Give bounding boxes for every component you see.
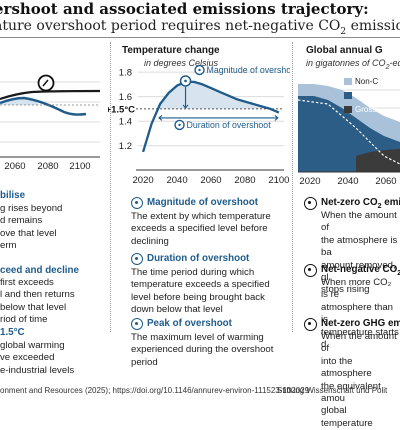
legend-swatch-gross-co2 bbox=[344, 92, 352, 99]
overshoot-area bbox=[157, 81, 279, 109]
net-zero-ghg-icon bbox=[304, 318, 317, 331]
y-tick-label: 1.2 bbox=[119, 141, 132, 152]
right-x-tick: 2040 bbox=[337, 176, 358, 187]
gross-removal-area bbox=[356, 149, 400, 172]
x-tick-label: 2020 bbox=[133, 175, 154, 186]
emissions-chart: Non-C Gross Gross 2020 2040 2060 bbox=[297, 77, 400, 187]
peak-icon bbox=[131, 318, 143, 330]
left-chart: 2060 2080 2100 bbox=[0, 74, 100, 172]
peak-marker-dot bbox=[184, 79, 187, 83]
y-tick-label: 1.8 bbox=[119, 68, 132, 79]
definition-text: The time period during which temperature … bbox=[131, 267, 270, 316]
left-text-2: first exceeds l and then returns below th… bbox=[0, 277, 75, 326]
y-tick-label: 1.4 bbox=[119, 117, 132, 128]
definition-text: The maximum level of warming experienced … bbox=[131, 332, 274, 368]
right-text-2: When more CO₂ is re atmosphere than is tem… bbox=[321, 277, 399, 351]
left-x-tick: 2080 bbox=[37, 161, 58, 172]
legend-label: Non-C bbox=[355, 77, 378, 86]
left-x-tick: 2060 bbox=[4, 161, 25, 172]
center-chart-subheading: in degrees Celsius bbox=[144, 58, 219, 68]
x-tick-label: 2060 bbox=[200, 175, 221, 186]
left-heading-2: ceed and decline bbox=[0, 265, 79, 276]
duration-arrowhead-right bbox=[274, 115, 279, 121]
right-x-tick: 2060 bbox=[375, 176, 396, 187]
legend-swatch-gross-removal bbox=[344, 106, 352, 113]
right-heading-3: Net-zero GHG emis bbox=[321, 318, 400, 329]
title-rule bbox=[0, 37, 400, 38]
duration-icon bbox=[131, 253, 143, 265]
left-x-tick: 2100 bbox=[69, 161, 90, 172]
definition-title: Peak of overshoot bbox=[147, 318, 232, 329]
net-negative-co2-icon bbox=[304, 264, 317, 277]
magnitude-icon bbox=[131, 197, 143, 209]
center-chart-heading: Temperature change bbox=[122, 45, 220, 56]
y-tick-label: 1.6 bbox=[119, 92, 132, 103]
duration-arrowhead-left bbox=[158, 115, 163, 121]
right-x-tick: 2020 bbox=[299, 176, 320, 187]
left-text-3: global warming ve exceeded e-industrial l… bbox=[0, 340, 75, 376]
figure-title: ershoot and associated emissions traject… bbox=[0, 0, 369, 18]
x-tick-label: 2040 bbox=[166, 175, 187, 186]
magnitude-label: Magnitude of overshoot bbox=[207, 65, 290, 75]
legend-label: Gross bbox=[355, 105, 376, 114]
duration-label: Duration of overshoot bbox=[187, 120, 272, 130]
x-tick-label: 2100 bbox=[268, 175, 289, 186]
right-chart-heading: Global annual G bbox=[306, 45, 383, 56]
temperature-line bbox=[141, 80, 280, 153]
magnitude-label-icon-dot bbox=[198, 68, 201, 72]
left-text-1: g rises beyond d remains ove that level er… bbox=[0, 203, 63, 252]
definition-title: Magnitude of overshoot bbox=[147, 197, 259, 208]
temperature-chart: 1.8 1.6 1.4 1.2 +1.5°C Magnitude of overshoot… bbox=[108, 64, 290, 186]
definition-title: Duration of overshoot bbox=[147, 253, 250, 264]
net-emissions-line bbox=[297, 99, 400, 165]
credit-note: Stiftung Wissenschaft und Polit bbox=[277, 386, 388, 395]
right-text-1: When the amount of the atmosphere is ba a… bbox=[321, 210, 398, 296]
panel-separator bbox=[110, 42, 111, 332]
left-heading-3: 1.5°C bbox=[0, 327, 25, 338]
legend-label: Gross bbox=[355, 91, 376, 100]
peak-clock-icon bbox=[37, 74, 55, 92]
right-heading-1: Net-zero CO2 emis bbox=[321, 197, 400, 210]
duration-label-icon-dot bbox=[178, 123, 181, 127]
magnitude-arrowhead bbox=[182, 104, 189, 109]
right-chart-subheading: in gigatonnes of CO2-eq bbox=[306, 58, 400, 71]
legend-swatch-non-co2 bbox=[344, 78, 352, 85]
right-heading-2: Net-negative CO2 e bbox=[321, 264, 400, 277]
net-zero-co2-icon bbox=[304, 197, 317, 210]
left-overshoot-line bbox=[0, 96, 87, 116]
source-note: onment and Resources (2025); https://doi… bbox=[0, 386, 310, 395]
left-heading-1: bilise bbox=[0, 190, 26, 201]
x-tick-label: 2080 bbox=[234, 175, 255, 186]
threshold-label: +1.5°C bbox=[108, 104, 135, 115]
definition-text: The extent by which temperature exceeds a… bbox=[131, 211, 271, 247]
panel-separator bbox=[292, 42, 293, 332]
right-text-3: When the amount of into the atmosphere th… bbox=[321, 331, 397, 429]
left-stabilise-line bbox=[0, 89, 100, 101]
figure-subtitle: ature overshoot period requires net-nega… bbox=[0, 18, 400, 37]
